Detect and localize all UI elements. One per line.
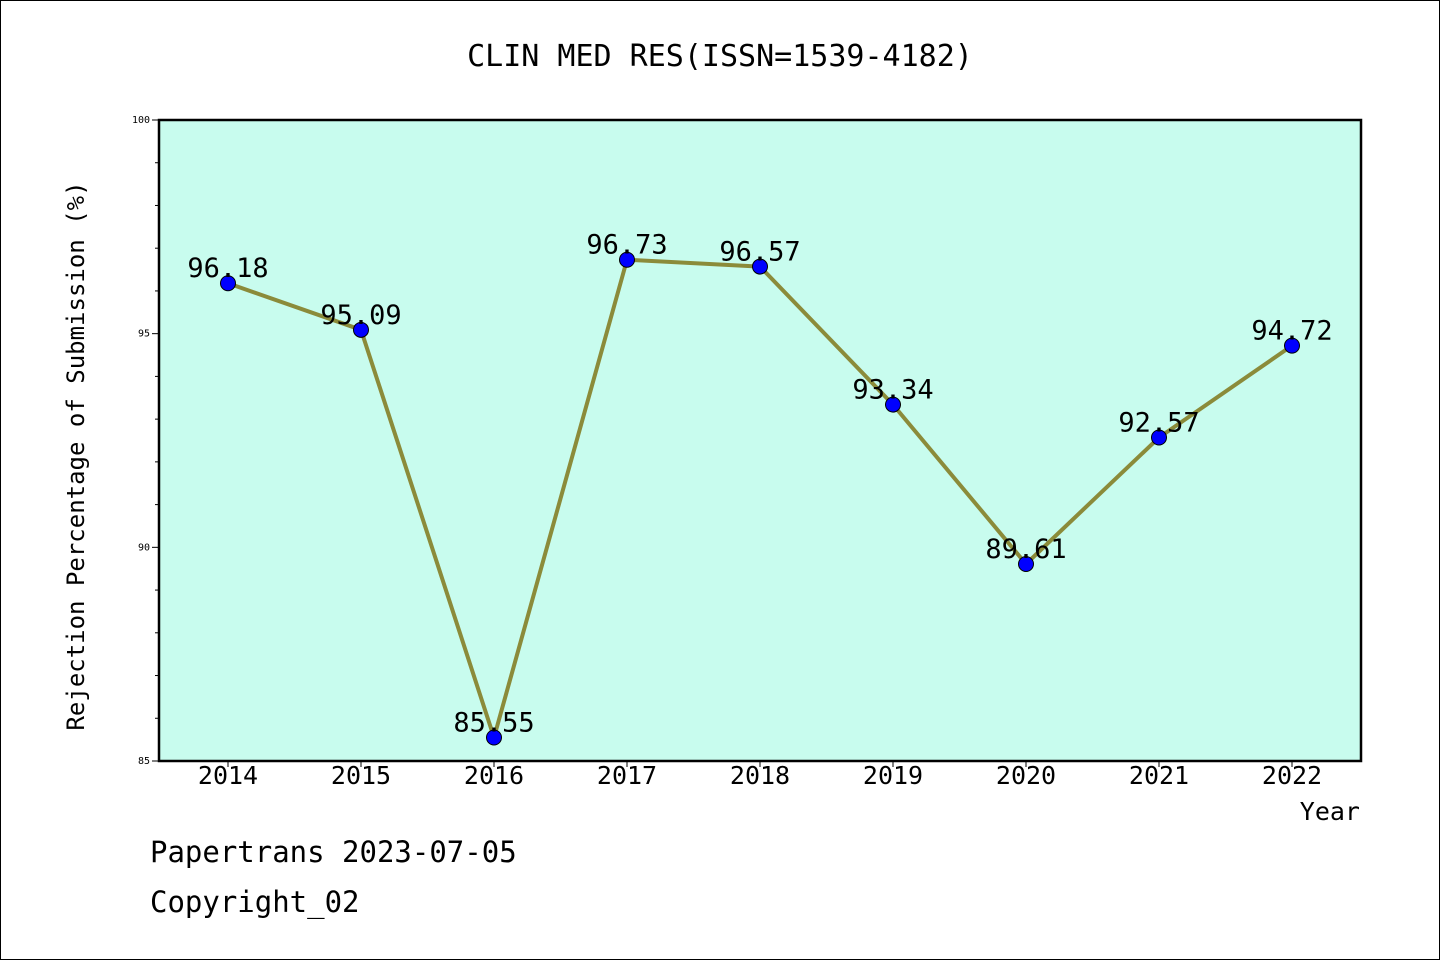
chart-title: CLIN MED RES(ISSN=1539-4182): [467, 39, 973, 74]
data-label: 89.61: [985, 534, 1066, 565]
footer-copyright: Copyright_02: [150, 885, 360, 919]
data-point: [353, 321, 369, 338]
x-tick-label: 2022: [1262, 761, 1322, 790]
data-label: 96.57: [719, 237, 800, 268]
x-tick-label: 2018: [730, 761, 790, 790]
data-label: 95.09: [320, 300, 401, 331]
x-tick-label: 2015: [331, 761, 391, 790]
data-point: [885, 396, 901, 413]
x-axis: 2014 2015 2016 2017 2018 2019 2020 2021 2022: [198, 761, 1322, 790]
y-tick-label: 90: [138, 542, 150, 553]
x-tick-label: 2020: [996, 761, 1056, 790]
data-label: 93.34: [852, 375, 933, 406]
data-label: 96.18: [187, 253, 268, 284]
data-point: [752, 258, 768, 275]
data-point: [619, 251, 635, 268]
x-tick-label: 2016: [464, 761, 524, 790]
data-labels: 96.18 95.09 85.55 96.73 96.57 93.34 89.61 92.57…: [187, 230, 1332, 739]
y-axis-title: Rejection Percentage of Submission (%): [62, 181, 90, 730]
x-tick-label: 2014: [198, 761, 258, 790]
y-tick-label: 95: [138, 329, 150, 340]
y-tick-label: 100: [132, 115, 150, 126]
data-label: 92.57: [1118, 408, 1199, 439]
x-tick-label: 2019: [863, 761, 923, 790]
data-point: [1284, 337, 1300, 354]
data-point: [1151, 429, 1167, 446]
plot-area: [157, 118, 1363, 763]
y-axis: 85 90 95 100: [132, 115, 159, 767]
data-label: 94.72: [1251, 316, 1332, 347]
data-point: [220, 275, 236, 292]
series-layer: [220, 251, 1300, 746]
x-tick-label: 2021: [1129, 761, 1189, 790]
x-axis-title: Year: [1300, 797, 1360, 826]
data-label: 85.55: [453, 707, 534, 738]
data-point: [486, 729, 502, 746]
y-tick-label: 85: [138, 756, 150, 767]
data-point: [1018, 555, 1034, 572]
x-tick-label: 2017: [597, 761, 657, 790]
data-label: 96.73: [586, 230, 667, 261]
footer-date: Papertrans 2023-07-05: [150, 835, 517, 869]
